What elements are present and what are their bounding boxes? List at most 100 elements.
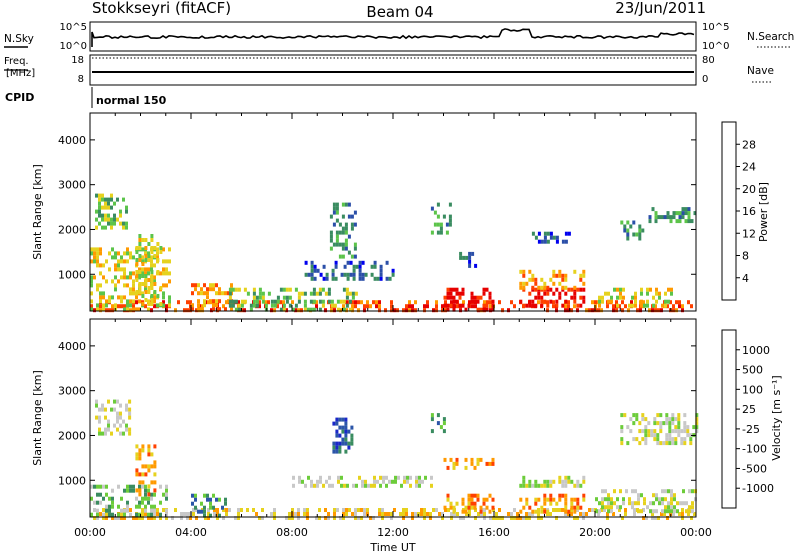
- echo-cell: [549, 277, 553, 282]
- echo-cell: [150, 255, 153, 260]
- echo-cell: [200, 501, 203, 506]
- echo-cell: [670, 501, 673, 506]
- echo-cell: [322, 483, 325, 488]
- echo-cell: [483, 512, 486, 516]
- echo-cell: [150, 504, 153, 509]
- echo-cell: [420, 512, 423, 516]
- echo-cell: [141, 274, 145, 278]
- echo-cell: [637, 497, 640, 502]
- echo-cell: [135, 262, 139, 266]
- echo-cell: [360, 508, 363, 512]
- echo-cell: [459, 516, 462, 520]
- echo-cell: [194, 497, 197, 502]
- echo-cell: [357, 508, 360, 512]
- echo-cell: [648, 215, 652, 220]
- echo-cell: [621, 300, 624, 305]
- echo-cell: [144, 472, 148, 477]
- echo-cell: [212, 303, 215, 308]
- echo-cell: [125, 221, 128, 226]
- echo-cell: [679, 501, 682, 506]
- echo-cell: [513, 516, 516, 520]
- echo-cell: [430, 413, 434, 418]
- echo-cell: [522, 483, 526, 488]
- echo-cell: [353, 222, 357, 227]
- echo-cell: [522, 479, 526, 484]
- echo-cell: [423, 308, 426, 313]
- echo-cell: [125, 209, 128, 214]
- echo-cell: [261, 516, 264, 520]
- echo-cell: [325, 479, 328, 484]
- echo-cell: [329, 246, 333, 251]
- echo-cell: [98, 221, 101, 226]
- echo-cell: [322, 276, 326, 281]
- echo-cell: [358, 264, 362, 269]
- echo-cell: [635, 417, 639, 422]
- freq-panel-frame: [89, 54, 697, 86]
- echo-cell: [291, 516, 294, 520]
- echo-cell: [316, 268, 320, 273]
- echo-cell: [135, 472, 139, 477]
- echo-cell: [683, 441, 687, 446]
- echo-cell: [579, 505, 583, 510]
- echo-cell: [304, 260, 308, 265]
- echo-cell: [441, 308, 444, 313]
- echo-cell: [646, 299, 649, 304]
- echo-cell: [339, 299, 343, 304]
- echo-cell: [90, 299, 93, 304]
- echo-cell: [661, 501, 664, 506]
- echo-cell: [352, 483, 355, 488]
- echo-cell: [322, 264, 326, 269]
- echo-cell: [653, 429, 657, 434]
- echo-cell: [461, 303, 465, 308]
- echo-cell: [655, 287, 658, 292]
- echo-cell: [435, 308, 438, 313]
- echo-cell: [132, 299, 135, 304]
- echo-cell: [347, 250, 351, 255]
- echo-cell: [641, 417, 645, 422]
- echo-cell: [98, 201, 101, 206]
- echo-cell: [420, 508, 423, 512]
- echo-cell: [531, 231, 535, 236]
- echo-cell: [570, 512, 573, 516]
- echo-cell: [501, 308, 504, 313]
- echo-cell: [459, 308, 462, 313]
- echo-cell: [522, 475, 526, 480]
- echo-cell: [144, 488, 147, 493]
- echo-cell: [667, 489, 670, 494]
- echo-cell: [324, 308, 327, 313]
- echo-cell: [360, 300, 363, 305]
- echo-cell: [528, 291, 532, 296]
- echo-cell: [489, 308, 492, 313]
- echo-cell: [111, 304, 114, 309]
- echo-cell: [468, 259, 472, 264]
- echo-cell: [442, 421, 446, 426]
- echo-cell: [318, 307, 322, 312]
- echo-cell: [470, 501, 474, 506]
- echo-cell: [240, 299, 244, 304]
- echo-cell: [294, 308, 297, 313]
- echo-cell: [625, 489, 628, 494]
- echo-cell: [329, 214, 333, 219]
- echo-cell: [582, 281, 586, 286]
- echo-cell: [677, 433, 681, 438]
- echo-cell: [573, 483, 577, 488]
- echo-cell: [335, 441, 339, 446]
- echo-cell: [643, 497, 646, 502]
- echo-cell: [649, 287, 652, 292]
- echo-cell: [171, 516, 174, 520]
- echo-cell: [128, 407, 132, 412]
- echo-cell: [573, 509, 577, 514]
- echo-cell: [687, 512, 690, 516]
- echo-cell: [491, 299, 495, 304]
- echo-cell: [108, 508, 111, 513]
- echo-cell: [361, 272, 365, 277]
- echo-cell: [218, 307, 221, 312]
- echo-cell: [623, 413, 627, 418]
- echo-cell: [333, 508, 336, 512]
- echo-cell: [237, 287, 241, 292]
- y-tick-label: 1000: [58, 268, 86, 281]
- echo-cell: [104, 201, 107, 206]
- echo-cell: [468, 251, 472, 256]
- echo-cell: [156, 247, 159, 252]
- echo-cell: [667, 299, 670, 304]
